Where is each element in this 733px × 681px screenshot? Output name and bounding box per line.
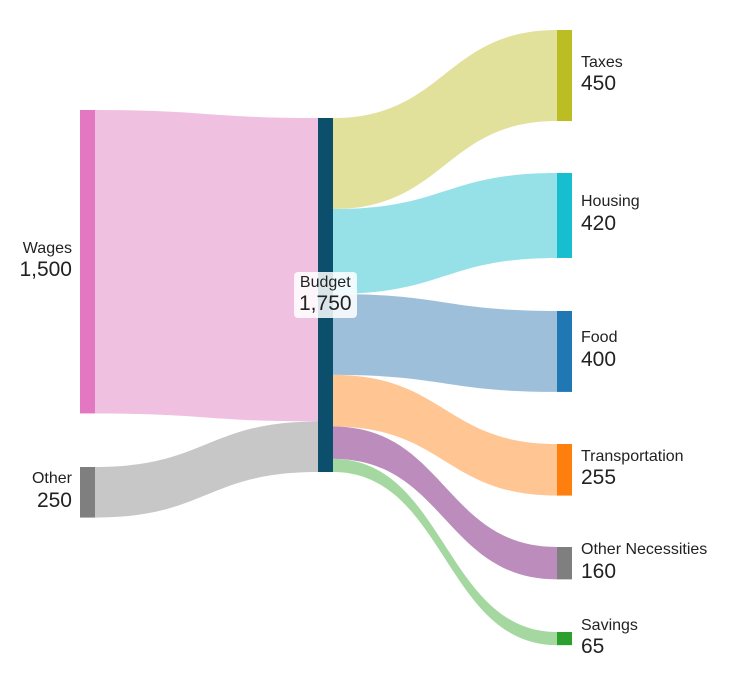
node-label-food: Food 400	[581, 329, 617, 372]
link-wages-to-budget	[95, 110, 318, 422]
node-savings	[557, 632, 572, 646]
node-label-savings: Savings 65	[581, 617, 638, 660]
node-name: Savings	[581, 616, 638, 634]
node-food	[557, 311, 572, 392]
node-value: 160	[581, 559, 617, 583]
node-name: Other	[31, 470, 72, 488]
node-label-housing: Housing 420	[581, 193, 640, 236]
link-budget-to-food	[333, 294, 557, 392]
link-budget-to-other_necessities	[333, 426, 557, 580]
node-name: Transportation	[581, 447, 684, 465]
sankey-links	[95, 30, 557, 646]
link-budget-to-housing	[333, 173, 557, 295]
node-transportation	[557, 444, 572, 496]
node-value: 420	[581, 211, 617, 235]
node-label-wages: Wages 1,500	[19, 240, 72, 283]
node-housing	[557, 173, 572, 258]
node-wages	[80, 110, 95, 414]
node-value: 400	[581, 347, 617, 371]
link-budget-to-transportation	[333, 374, 557, 496]
node-name: Food	[581, 329, 618, 347]
node-name: Wages	[22, 239, 72, 257]
link-budget-to-taxes	[333, 30, 557, 210]
node-value: 255	[581, 466, 617, 490]
node-other-necessities	[557, 547, 572, 580]
sankey-nodes	[80, 30, 572, 646]
node-label-taxes: Taxes 450	[581, 54, 623, 97]
node-name: Other Necessities	[581, 541, 708, 559]
node-value: 1,750	[299, 291, 352, 315]
node-name: Taxes	[581, 53, 623, 71]
node-label-transportation: Transportation 255	[581, 448, 684, 491]
node-value: 450	[581, 71, 617, 95]
node-value: 250	[36, 488, 72, 512]
node-label-other: Other 250	[32, 470, 72, 513]
link-budget-to-savings	[333, 458, 557, 646]
node-label-other-necessities: Other Necessities 160	[581, 541, 707, 584]
node-other	[80, 467, 95, 518]
node-value: 1,500	[19, 258, 72, 282]
node-name: Housing	[581, 193, 640, 211]
node-name: Budget	[299, 273, 351, 291]
node-taxes	[557, 30, 572, 122]
node-label-budget: Budget 1,750	[294, 271, 357, 319]
link-other-to-budget	[95, 421, 318, 518]
node-value: 65	[581, 634, 605, 658]
